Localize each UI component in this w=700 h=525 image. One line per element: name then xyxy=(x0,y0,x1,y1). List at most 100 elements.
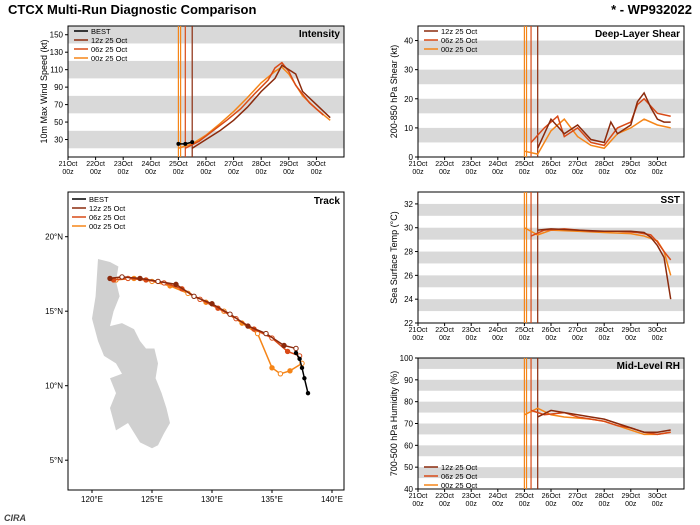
svg-text:30: 30 xyxy=(404,66,413,75)
svg-text:00z: 00z xyxy=(118,169,130,176)
svg-text:12z 25 Oct: 12z 25 Oct xyxy=(441,463,478,472)
svg-text:100: 100 xyxy=(400,354,414,363)
svg-text:00z: 00z xyxy=(492,169,504,176)
svg-text:22Oct: 22Oct xyxy=(435,327,454,334)
intensity-panel: 3050709011013015021Oct00z22Oct00z23Oct00… xyxy=(38,22,348,177)
svg-text:00z: 00z xyxy=(412,501,424,508)
svg-text:00z: 00z xyxy=(545,169,557,176)
svg-text:00z: 00z xyxy=(545,335,557,342)
svg-text:29Oct: 29Oct xyxy=(621,161,640,168)
svg-text:12z 25 Oct: 12z 25 Oct xyxy=(441,27,478,36)
svg-text:90: 90 xyxy=(54,83,63,92)
svg-text:70: 70 xyxy=(54,101,63,110)
svg-text:25Oct: 25Oct xyxy=(169,161,188,168)
svg-text:00z: 00z xyxy=(652,335,664,342)
svg-text:28Oct: 28Oct xyxy=(595,161,614,168)
svg-text:27Oct: 27Oct xyxy=(224,161,243,168)
svg-text:22Oct: 22Oct xyxy=(86,161,105,168)
svg-text:30: 30 xyxy=(54,136,63,145)
svg-text:06z 25 Oct: 06z 25 Oct xyxy=(91,45,128,54)
svg-text:50: 50 xyxy=(54,118,63,127)
svg-text:00z: 00z xyxy=(173,169,185,176)
svg-text:140°E: 140°E xyxy=(321,495,343,504)
svg-text:23Oct: 23Oct xyxy=(114,161,133,168)
svg-text:27Oct: 27Oct xyxy=(568,327,587,334)
svg-text:21Oct: 21Oct xyxy=(409,327,428,334)
svg-text:SST: SST xyxy=(661,195,680,206)
svg-text:10m Max Wind Speed (kt): 10m Max Wind Speed (kt) xyxy=(39,39,49,143)
svg-text:24Oct: 24Oct xyxy=(488,161,507,168)
svg-text:30: 30 xyxy=(404,224,413,233)
svg-text:700-500 hPa Humidity (%): 700-500 hPa Humidity (%) xyxy=(389,371,399,477)
svg-text:12z 25 Oct: 12z 25 Oct xyxy=(89,204,126,213)
svg-text:22Oct: 22Oct xyxy=(435,493,454,500)
svg-text:130: 130 xyxy=(50,48,64,57)
main-title: CTCX Multi-Run Diagnostic Comparison xyxy=(8,2,256,17)
svg-text:50: 50 xyxy=(404,463,413,472)
svg-text:23Oct: 23Oct xyxy=(462,493,481,500)
svg-text:21Oct: 21Oct xyxy=(59,161,78,168)
storm-id: * - WP932022 xyxy=(611,2,692,17)
svg-text:00z: 00z xyxy=(625,335,637,342)
svg-text:00z 25 Oct: 00z 25 Oct xyxy=(441,45,478,54)
svg-text:30Oct: 30Oct xyxy=(307,161,326,168)
rh-chart: 40506070809010021Oct00z22Oct00z23Oct00z2… xyxy=(388,354,688,509)
svg-text:00z 25 Oct: 00z 25 Oct xyxy=(89,222,126,231)
svg-text:21Oct: 21Oct xyxy=(409,493,428,500)
svg-text:00z: 00z xyxy=(439,335,451,342)
cira-logo: CIRA xyxy=(4,513,26,523)
sst-panel: 22242628303221Oct00z22Oct00z23Oct00z24Oc… xyxy=(388,188,688,343)
svg-text:BEST: BEST xyxy=(91,27,111,36)
svg-text:00z: 00z xyxy=(652,169,664,176)
svg-text:00z: 00z xyxy=(62,169,74,176)
svg-text:00z: 00z xyxy=(492,335,504,342)
svg-text:130°E: 130°E xyxy=(201,495,223,504)
svg-text:26Oct: 26Oct xyxy=(197,161,216,168)
svg-text:60: 60 xyxy=(404,441,413,450)
svg-text:00z: 00z xyxy=(90,169,102,176)
svg-text:24Oct: 24Oct xyxy=(488,493,507,500)
svg-text:00z: 00z xyxy=(466,169,478,176)
svg-text:200-850 hPa Shear (kt): 200-850 hPa Shear (kt) xyxy=(389,45,399,139)
svg-text:06z 25 Oct: 06z 25 Oct xyxy=(441,36,478,45)
svg-text:20°N: 20°N xyxy=(45,233,63,242)
svg-text:00z: 00z xyxy=(599,169,611,176)
svg-text:28: 28 xyxy=(404,248,413,257)
svg-text:24Oct: 24Oct xyxy=(141,161,160,168)
svg-text:25Oct: 25Oct xyxy=(515,493,534,500)
svg-text:00z: 00z xyxy=(625,169,637,176)
svg-text:25Oct: 25Oct xyxy=(515,327,534,334)
svg-text:26: 26 xyxy=(404,271,413,280)
svg-text:00z: 00z xyxy=(200,169,212,176)
svg-text:00z: 00z xyxy=(519,501,531,508)
svg-text:00z: 00z xyxy=(519,169,531,176)
svg-text:24Oct: 24Oct xyxy=(488,327,507,334)
svg-text:26Oct: 26Oct xyxy=(542,493,561,500)
svg-text:23Oct: 23Oct xyxy=(462,327,481,334)
shear-panel: 01020304021Oct00z22Oct00z23Oct00z24Oct00… xyxy=(388,22,688,177)
svg-text:20: 20 xyxy=(404,95,413,104)
svg-text:00z: 00z xyxy=(412,169,424,176)
svg-text:00z: 00z xyxy=(572,501,584,508)
shear-chart: 01020304021Oct00z22Oct00z23Oct00z24Oct00… xyxy=(388,22,688,177)
svg-text:00z 25 Oct: 00z 25 Oct xyxy=(441,481,478,490)
svg-text:00z: 00z xyxy=(466,335,478,342)
svg-text:29Oct: 29Oct xyxy=(621,327,640,334)
svg-text:27Oct: 27Oct xyxy=(568,493,587,500)
svg-text:00z: 00z xyxy=(572,169,584,176)
svg-text:00z: 00z xyxy=(466,501,478,508)
svg-text:28Oct: 28Oct xyxy=(595,327,614,334)
svg-text:00z: 00z xyxy=(545,501,557,508)
svg-text:00z: 00z xyxy=(492,501,504,508)
svg-text:21Oct: 21Oct xyxy=(409,161,428,168)
svg-text:10°N: 10°N xyxy=(45,382,63,391)
svg-text:12z 25 Oct: 12z 25 Oct xyxy=(91,36,128,45)
svg-text:28Oct: 28Oct xyxy=(595,493,614,500)
svg-text:00z: 00z xyxy=(228,169,240,176)
svg-text:29Oct: 29Oct xyxy=(621,493,640,500)
svg-text:06z 25 Oct: 06z 25 Oct xyxy=(89,213,126,222)
svg-text:06z 25 Oct: 06z 25 Oct xyxy=(441,472,478,481)
intensity-chart: 3050709011013015021Oct00z22Oct00z23Oct00… xyxy=(38,22,348,177)
svg-text:23Oct: 23Oct xyxy=(462,161,481,168)
svg-text:Sea Surface Temp (°C): Sea Surface Temp (°C) xyxy=(389,211,399,303)
